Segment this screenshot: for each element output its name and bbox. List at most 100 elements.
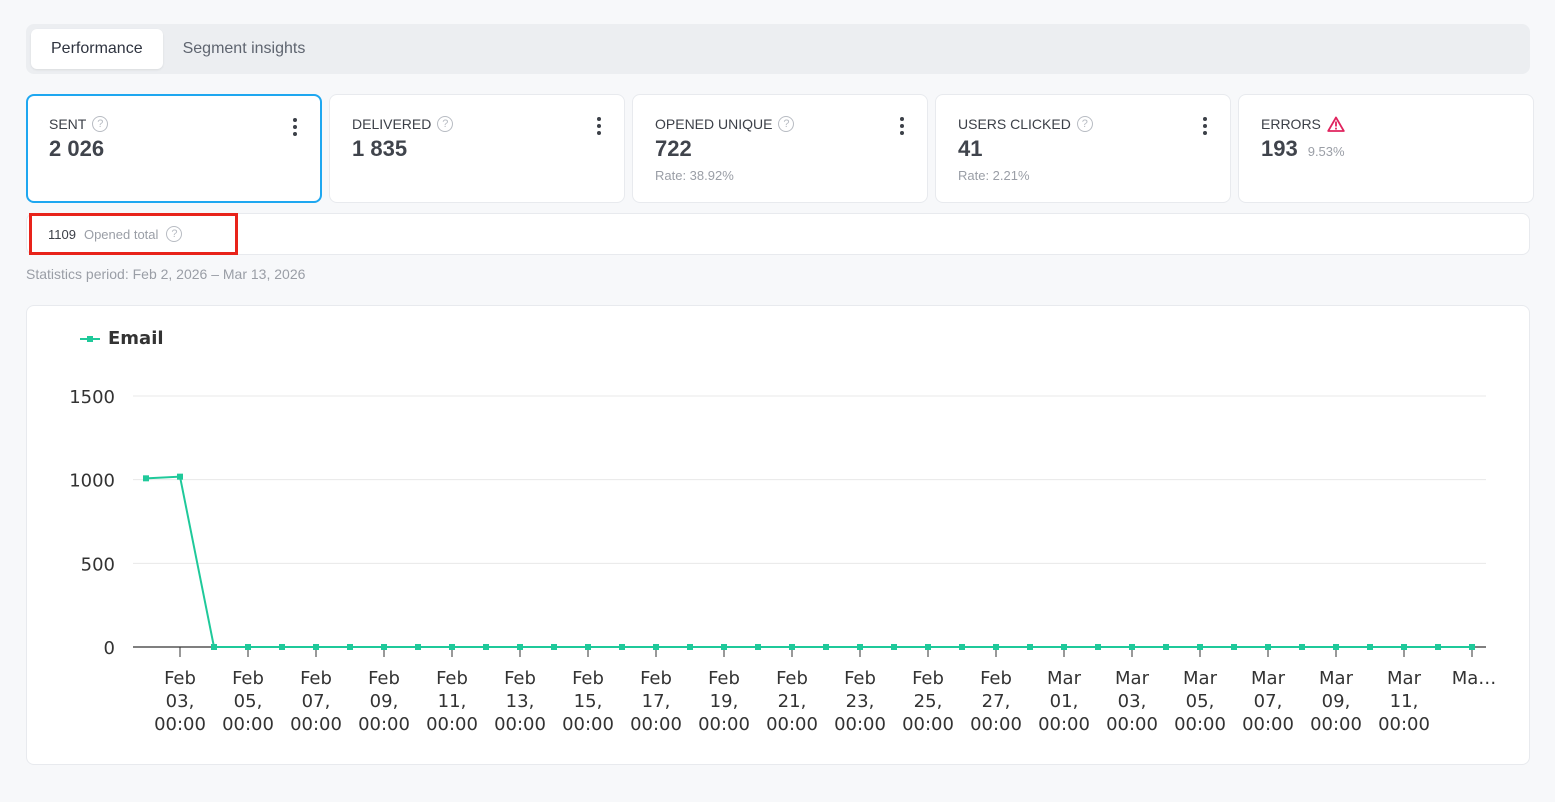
more-menu-icon[interactable] <box>292 118 298 136</box>
x-tick-label: Mar 03, 00:00 <box>1106 668 1158 735</box>
data-point <box>177 473 183 480</box>
x-tick-label: Feb 07, 00:00 <box>290 668 342 735</box>
data-point <box>789 644 795 650</box>
metric-cards: SENT? 2 026 DELIVERED? 1 835 OPENED UNIQ… <box>26 94 1534 203</box>
data-point <box>347 644 353 650</box>
legend-label: Email <box>108 328 164 349</box>
opened-total-highlight: 1109 Opened total ? <box>29 213 238 255</box>
x-tick-label: Feb 27, 00:00 <box>970 668 1022 735</box>
metric-value: 41 <box>958 136 983 161</box>
data-point <box>1129 644 1135 650</box>
y-tick-label: 0 <box>104 638 115 659</box>
data-point <box>1061 644 1067 650</box>
metric-card-errors[interactable]: ERRORS 193 9.53% <box>1238 94 1534 203</box>
chart-card: Email 1500 1000 500 0 Feb 03, 00:00 Feb 05, 00:00… <box>26 305 1530 765</box>
data-point <box>551 644 557 650</box>
data-point <box>1401 644 1407 650</box>
x-tick-label: Feb 15, 00:00 <box>562 668 614 735</box>
x-tick-label: Feb 11, 00:00 <box>426 668 478 735</box>
x-tick-label: Mar 11, 00:00 <box>1378 668 1430 735</box>
x-tick-label: Feb 21, 00:00 <box>766 668 818 735</box>
x-tick-label: Feb 03, 00:00 <box>154 668 206 735</box>
x-tick-label: Mar 09, 00:00 <box>1310 668 1362 735</box>
data-point <box>993 644 999 650</box>
more-menu-icon[interactable] <box>596 117 602 135</box>
legend-line-icon <box>80 335 100 342</box>
data-point <box>857 644 863 650</box>
data-point <box>517 644 523 650</box>
data-point <box>279 644 285 650</box>
x-tick-label: Feb 09, 00:00 <box>358 668 410 735</box>
x-tick-label: Mar 05, 00:00 <box>1174 668 1226 735</box>
data-point <box>653 644 659 650</box>
data-point <box>415 644 421 650</box>
opened-total-value: 1109 <box>48 226 76 242</box>
help-icon[interactable]: ? <box>778 116 795 132</box>
metric-percent: 9.53% <box>1307 144 1345 159</box>
statistics-period: Statistics period: Feb 2, 2026 – Mar 13,… <box>26 266 306 282</box>
metric-value: 1 835 <box>352 136 408 161</box>
help-icon[interactable]: ? <box>166 226 183 242</box>
data-point <box>1435 644 1441 650</box>
data-point <box>1367 644 1373 650</box>
y-tick-label: 500 <box>81 554 115 575</box>
metric-value: 193 <box>1261 136 1298 161</box>
x-tick-label: Feb 13, 00:00 <box>494 668 546 735</box>
data-point <box>755 644 761 650</box>
data-point <box>381 644 387 650</box>
series-line-email <box>145 475 1472 648</box>
metric-card-sent[interactable]: SENT? 2 026 <box>26 94 322 203</box>
x-tick-label: Feb 23, 00:00 <box>834 668 886 735</box>
data-point <box>687 644 693 650</box>
x-tick-label: Mar 07, 00:00 <box>1242 668 1294 735</box>
metric-label: DELIVERED <box>352 116 432 132</box>
data-point <box>1333 644 1339 650</box>
opened-total-label: Opened total <box>83 226 159 242</box>
data-point <box>891 644 897 650</box>
x-tick-label: Feb 05, 00:00 <box>222 668 274 735</box>
tab-bar: Performance Segment insights <box>26 24 1530 74</box>
warning-icon <box>1327 116 1345 132</box>
chart-legend[interactable]: Email <box>80 328 164 349</box>
metric-label: USERS CLICKED <box>958 116 1071 132</box>
data-point <box>959 644 965 650</box>
data-point <box>925 644 931 650</box>
data-point <box>1095 644 1101 650</box>
data-point <box>143 475 149 482</box>
data-point <box>483 644 489 650</box>
x-tick-label: Feb 25, 00:00 <box>902 668 954 735</box>
data-point <box>1265 644 1271 650</box>
data-point <box>245 644 251 650</box>
data-point <box>1163 644 1169 650</box>
data-point <box>1027 644 1033 650</box>
x-tick-label: Mar 01, 00:00 <box>1038 668 1090 735</box>
data-point <box>619 644 625 650</box>
data-point <box>585 644 591 650</box>
data-point <box>211 644 217 650</box>
data-point <box>721 644 727 650</box>
data-point <box>1469 644 1475 650</box>
line-chart: 1500 1000 500 0 Feb 03, 00:00 Feb 05, 00:00 Feb 07,… <box>69 387 1497 735</box>
metric-label: SENT <box>49 116 87 132</box>
opened-total-bar <box>26 213 1530 255</box>
metric-card-users-clicked[interactable]: USERS CLICKED? 41 Rate: 2.21% <box>935 94 1231 203</box>
help-icon[interactable]: ? <box>437 116 454 132</box>
metric-value: 2 026 <box>49 136 105 161</box>
data-point <box>823 644 829 650</box>
help-icon[interactable]: ? <box>92 116 109 132</box>
metric-card-delivered[interactable]: DELIVERED? 1 835 <box>329 94 625 203</box>
metric-rate: Rate: 38.92% <box>655 168 734 183</box>
more-menu-icon[interactable] <box>899 117 905 135</box>
more-menu-icon[interactable] <box>1202 117 1208 135</box>
y-tick-label: 1000 <box>69 471 115 492</box>
data-point <box>1197 644 1203 650</box>
x-tick-label: Feb 19, 00:00 <box>698 668 750 735</box>
metric-rate: Rate: 2.21% <box>958 168 1030 183</box>
metric-label: OPENED UNIQUE <box>655 116 773 132</box>
x-tick-label: Ma… <box>1452 668 1497 689</box>
x-tick-label: Feb 17, 00:00 <box>630 668 682 735</box>
tab-segment-insights[interactable]: Segment insights <box>182 40 306 57</box>
help-icon[interactable]: ? <box>1076 116 1093 132</box>
metric-card-opened-unique[interactable]: OPENED UNIQUE? 722 Rate: 38.92% <box>632 94 928 203</box>
tab-performance[interactable]: Performance <box>31 29 163 69</box>
